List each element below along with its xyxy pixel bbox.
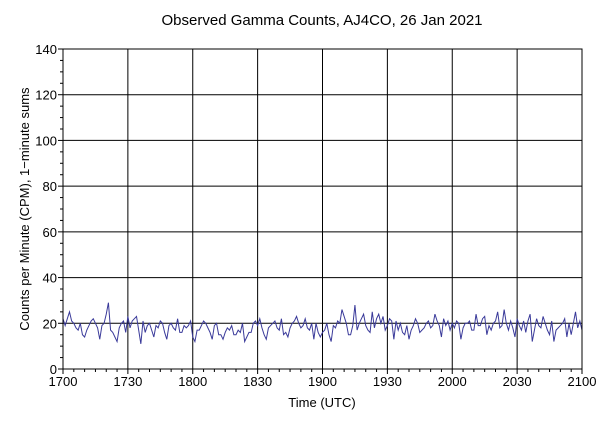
x-tick-label: 1930 bbox=[373, 374, 402, 389]
chart-title: Observed Gamma Counts, AJ4CO, 26 Jan 202… bbox=[162, 12, 483, 29]
y-tick-label: 60 bbox=[43, 225, 57, 240]
chart-grid bbox=[63, 49, 582, 369]
y-axis-ticks: 0 20 40 60 80 100 120 140 bbox=[35, 42, 63, 377]
x-tick-label: 2100 bbox=[568, 374, 597, 389]
series-line bbox=[62, 302, 583, 344]
plot-frame bbox=[62, 48, 583, 370]
x-axis-ticks: 1700 1730 1800 1830 1900 1930 2000 2030 2100 bbox=[49, 369, 597, 389]
y-tick-label: 80 bbox=[43, 179, 57, 194]
y-tick-label: 40 bbox=[43, 271, 57, 286]
x-tick-label: 1700 bbox=[49, 374, 78, 389]
y-tick-label: 140 bbox=[35, 42, 57, 57]
y-tick-label: 20 bbox=[43, 316, 57, 331]
x-tick-label: 1900 bbox=[308, 374, 337, 389]
x-tick-label: 2030 bbox=[503, 374, 532, 389]
x-tick-label: 1830 bbox=[243, 374, 272, 389]
y-tick-label: 100 bbox=[35, 133, 57, 148]
x-tick-label: 1730 bbox=[113, 374, 142, 389]
x-tick-label: 1800 bbox=[178, 374, 207, 389]
y-axis-label: Counts per Minute (CPM), 1−minute sums bbox=[17, 87, 32, 331]
x-axis-label: Time (UTC) bbox=[288, 395, 355, 410]
x-tick-label: 2000 bbox=[438, 374, 467, 389]
y-tick-label: 120 bbox=[35, 88, 57, 103]
y-tick-label: 0 bbox=[50, 362, 57, 377]
